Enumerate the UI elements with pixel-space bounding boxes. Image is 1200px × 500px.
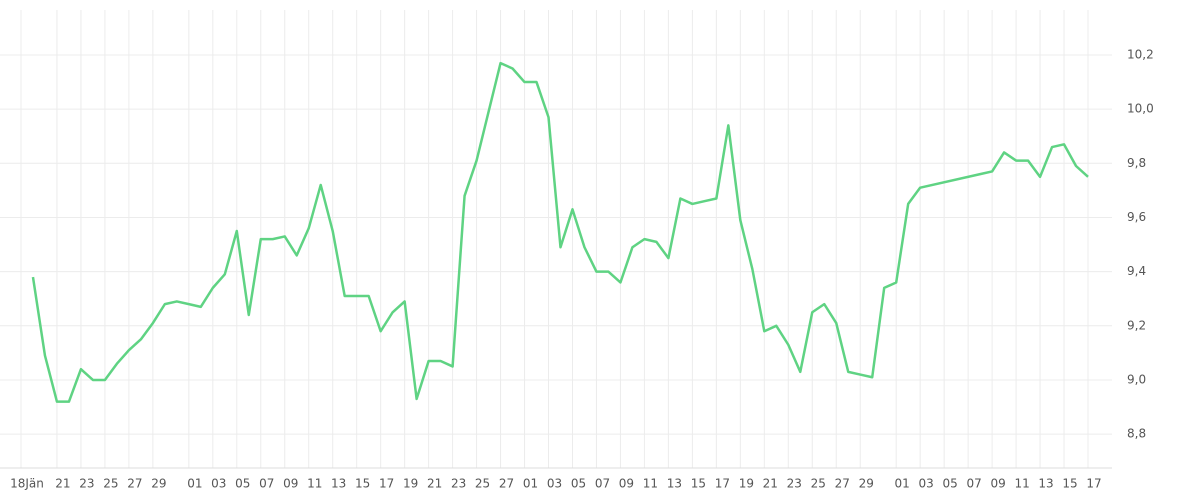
x-tick-label: 05 <box>235 477 250 491</box>
x-tick-label: 29 <box>859 477 874 491</box>
y-tick-label: 9,8 <box>1127 156 1146 170</box>
data-line <box>31 61 1089 403</box>
x-tick-label: 23 <box>787 477 802 491</box>
x-tick-label: 19 <box>403 477 418 491</box>
x-tick-label: 03 <box>211 477 226 491</box>
x-tick-label: 27 <box>835 477 850 491</box>
x-tick-label: 25 <box>811 477 826 491</box>
x-tick-label: 07 <box>595 477 610 491</box>
x-tick-label: 17 <box>715 477 730 491</box>
x-tick-label: 01 <box>523 477 538 491</box>
x-tick-label: 15 <box>355 477 370 491</box>
x-tick-label: 15 <box>1062 477 1077 491</box>
y-tick-label: 9,4 <box>1127 264 1146 278</box>
x-tick-label: 21 <box>427 477 442 491</box>
x-tick-label: 09 <box>619 477 634 491</box>
x-tick-label: 13 <box>1038 477 1053 491</box>
y-tick-label: 9,0 <box>1127 372 1146 386</box>
x-tick-label: 25 <box>103 477 118 491</box>
y-tick-label: 10,0 <box>1127 102 1154 116</box>
x-tick-label: 03 <box>919 477 934 491</box>
x-tick-label: 27 <box>499 477 514 491</box>
x-tick-label: 07 <box>259 477 274 491</box>
x-tick-label: 07 <box>966 477 981 491</box>
x-tick-label: 29 <box>151 477 166 491</box>
x-tick-label: 09 <box>283 477 298 491</box>
x-tick-label: 11 <box>307 477 322 491</box>
x-tick-label: 01 <box>895 477 910 491</box>
x-tick-label: 23 <box>451 477 466 491</box>
x-tick-label: 17 <box>1086 477 1101 491</box>
y-tick-label: 10,2 <box>1127 47 1154 61</box>
x-tick-label: 25 <box>475 477 490 491</box>
x-tick-label: 23 <box>79 477 94 491</box>
y-tick-label: 9,6 <box>1127 210 1146 224</box>
x-tick-label: 09 <box>990 477 1005 491</box>
y-tick-label: 9,2 <box>1127 318 1146 332</box>
x-tick-label: 18Jän <box>10 477 44 491</box>
x-tick-label: 21 <box>55 477 70 491</box>
y-tick-label: 8,8 <box>1127 427 1146 441</box>
x-tick-label: 17 <box>379 477 394 491</box>
x-tick-label: 15 <box>691 477 706 491</box>
x-tick-label: 27 <box>127 477 142 491</box>
x-tick-label: 21 <box>763 477 778 491</box>
x-tick-label: 11 <box>643 477 658 491</box>
x-tick-label: 01 <box>187 477 202 491</box>
x-tick-label: 19 <box>739 477 754 491</box>
x-tick-label: 11 <box>1014 477 1029 491</box>
x-tick-label: 05 <box>571 477 586 491</box>
x-tick-label: 13 <box>331 477 346 491</box>
x-tick-label: 05 <box>943 477 958 491</box>
x-tick-label: 13 <box>667 477 682 491</box>
x-tick-label: 03 <box>547 477 562 491</box>
